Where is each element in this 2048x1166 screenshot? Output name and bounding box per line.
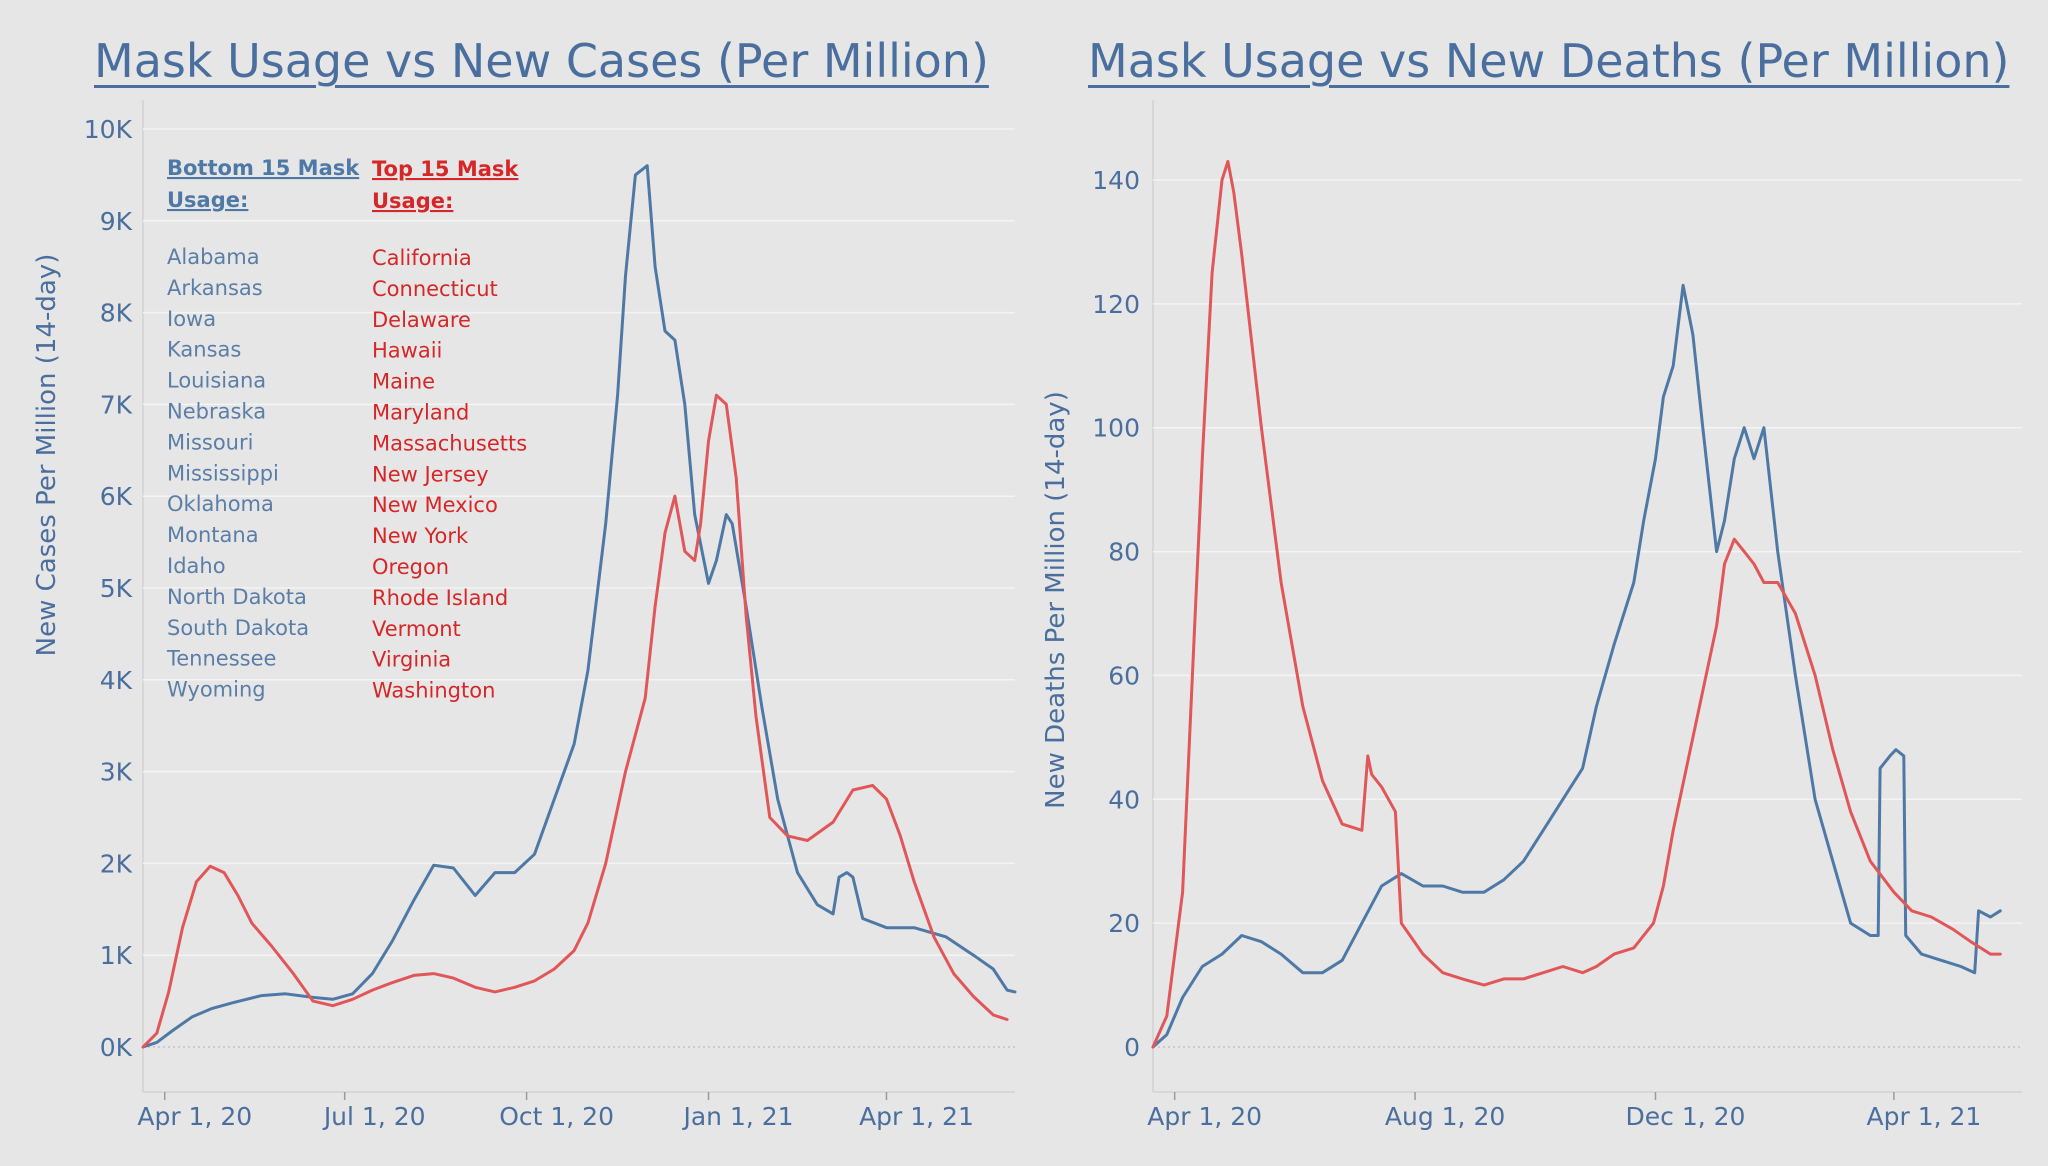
legend-item-bottom: Iowa	[167, 307, 216, 331]
legend-item-top: Vermont	[372, 617, 461, 641]
legend-item-bottom: Idaho	[167, 554, 226, 578]
series-line-bottom15	[1151, 283, 2002, 1049]
legend-item-top: California	[372, 246, 472, 270]
deaths-plot: 0 20 40 60 80 100 120 140 Apr 1, 20 Aug 1, 20 Dec …	[1041, 100, 2022, 1131]
x-tick-label: Dec 1, 20	[1626, 1102, 1746, 1131]
y-tick-label: 4K	[100, 666, 133, 695]
legend-item-top: Virginia	[372, 648, 451, 672]
legend-item-top: Washington	[372, 679, 495, 703]
series-line-top15	[1151, 159, 2002, 1049]
y-tick-label: 9K	[100, 207, 133, 236]
y-tick-label: 0	[1124, 1033, 1140, 1062]
legend-item-bottom: Kansas	[167, 338, 241, 362]
legend-bottom-title: Bottom 15 Mask Usage:	[167, 156, 360, 212]
legend-item-top: New Jersey	[372, 462, 489, 486]
deaths-chart-title: Mask Usage vs New Deaths (Per Million)	[1088, 34, 2010, 88]
legend-item-top: New York	[372, 524, 469, 548]
cases-chart-title: Mask Usage vs New Cases (Per Million)	[94, 34, 989, 88]
y-tick-label: 10K	[84, 115, 133, 144]
y-tick-label: 2K	[100, 849, 133, 878]
legend-item-top: Rhode Island	[372, 586, 508, 610]
cases-plot: 0K 1K 2K 3K 4K 5K 6K 7K 8K 9K 10K Apr 1, 20 Jul 1, 2…	[32, 100, 1017, 1131]
y-tick-label: 3K	[100, 758, 133, 787]
legend-item-bottom: Tennessee	[166, 647, 276, 671]
x-tick-label: Apr 1, 21	[1867, 1102, 1982, 1131]
legend-item-bottom: North Dakota	[167, 585, 307, 609]
y-tick-label: 7K	[100, 390, 133, 419]
x-tick-label: Oct 1, 20	[499, 1102, 614, 1131]
legend-item-bottom: Louisiana	[167, 369, 266, 393]
legend-item-top: Maine	[372, 370, 435, 394]
legend-item-bottom: South Dakota	[167, 616, 309, 640]
y-tick-label: 80	[1108, 538, 1140, 567]
y-tick-label: 60	[1108, 661, 1140, 690]
legend-item-top: New Mexico	[372, 493, 498, 517]
x-tick-label: Jan 1, 21	[681, 1102, 793, 1131]
legend-top-title: Top 15 Mask Usage:	[372, 157, 519, 213]
legend-item-top: Maryland	[372, 401, 469, 425]
y-tick-label: 6K	[100, 482, 133, 511]
legend-item-bottom: Oklahoma	[167, 492, 274, 516]
x-tick-label: Apr 1, 20	[1147, 1102, 1262, 1131]
series-line-bottom15	[141, 164, 1017, 1049]
series-line-top15	[141, 393, 1009, 1049]
x-tick-label: Apr 1, 21	[859, 1102, 974, 1131]
legend-item-top: Massachusetts	[372, 431, 527, 455]
x-tick-label: Aug 1, 20	[1385, 1102, 1505, 1131]
legend-item-bottom: Montana	[167, 523, 259, 547]
legend-item-bottom: Alabama	[167, 245, 260, 269]
y-axis-title: New Cases Per Million (14-day)	[32, 254, 62, 657]
y-tick-label: 1K	[100, 941, 133, 970]
legend-item-top: Hawaii	[372, 339, 442, 363]
legend-item-top: Oregon	[372, 555, 449, 579]
y-axis-title: New Deaths Per Million (14-day)	[1041, 391, 1071, 809]
x-tick-label: Jul 1, 20	[322, 1102, 426, 1131]
y-tick-label: 120	[1092, 290, 1140, 319]
y-tick-label: 140	[1092, 166, 1140, 195]
legend: Bottom 15 Mask Usage:Top 15 Mask Usage: Ala…	[166, 156, 527, 703]
y-tick-label: 40	[1108, 785, 1140, 814]
x-tick-label: Apr 1, 20	[137, 1102, 252, 1131]
y-tick-label: 5K	[100, 574, 133, 603]
y-tick-label: 100	[1092, 414, 1140, 443]
legend-item-top: Delaware	[372, 308, 471, 332]
legend-item-bottom: Mississippi	[167, 461, 279, 485]
y-tick-label: 8K	[100, 299, 133, 328]
legend-item-bottom: Wyoming	[167, 678, 266, 702]
legend-item-top: Connecticut	[372, 277, 498, 301]
y-tick-label: 0K	[100, 1033, 133, 1062]
legend-item-bottom: Nebraska	[167, 400, 266, 424]
legend-item-bottom: Missouri	[167, 430, 253, 454]
legend-item-bottom: Arkansas	[167, 276, 263, 300]
y-tick-label: 20	[1108, 909, 1140, 938]
